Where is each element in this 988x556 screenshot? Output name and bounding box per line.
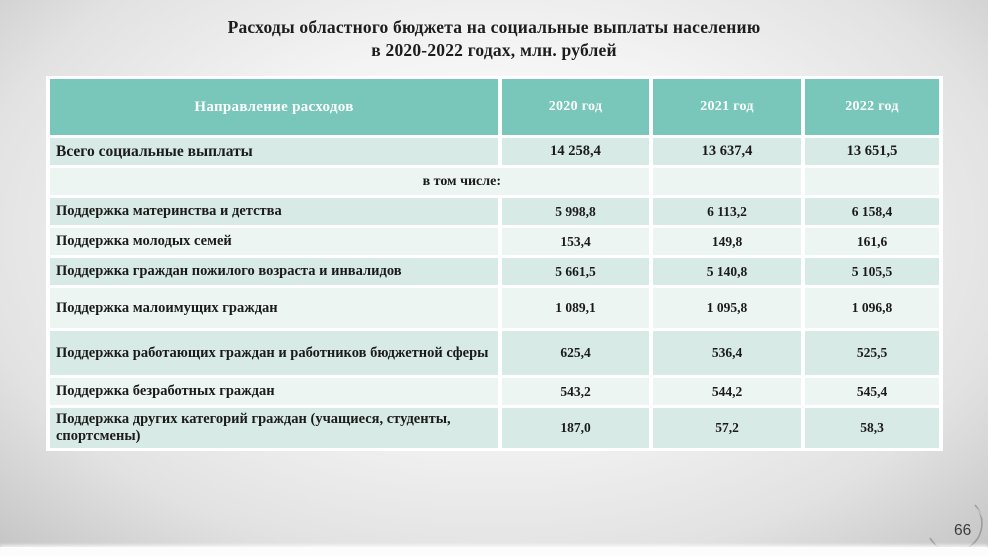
header-direction: Направление расходов	[50, 79, 498, 135]
slide-title-line2: в 2020-2022 годах, млн. рублей	[371, 40, 617, 60]
row-label: Поддержка материнства и детства	[50, 198, 498, 225]
row-value: 545,4	[805, 378, 939, 405]
row-value: 1 089,1	[502, 288, 649, 328]
row-value: 14 258,4	[502, 138, 649, 165]
row-value: 5 998,8	[502, 198, 649, 225]
header-year-2021: 2021 год	[653, 79, 801, 135]
row-label: Поддержка граждан пожилого возраста и ин…	[50, 258, 498, 285]
row-value: 6 158,4	[805, 198, 939, 225]
row-value: 149,8	[653, 228, 801, 255]
bottom-accent-bar	[0, 547, 988, 556]
table-row: Поддержка молодых семей 153,4 149,8 161,6	[50, 228, 939, 255]
table-header: Направление расходов 2020 год 2021 год 2…	[50, 79, 939, 135]
table-body: Всего социальные выплаты 14 258,4 13 637,4…	[50, 138, 939, 448]
row-value: 58,3	[805, 408, 939, 448]
row-value: 6 113,2	[653, 198, 801, 225]
row-value: 153,4	[502, 228, 649, 255]
header-year-2022: 2022 год	[805, 79, 939, 135]
row-label: в том числе:	[50, 168, 649, 195]
table-row: Поддержка малоимущих граждан 1 089,1 1 095…	[50, 288, 939, 328]
row-value: 5 105,5	[805, 258, 939, 285]
slide-title: Расходы областного бюджета на социальные…	[0, 16, 988, 62]
row-value: 13 637,4	[653, 138, 801, 165]
row-value: 536,4	[653, 331, 801, 375]
table-row: Поддержка других категорий граждан (учащ…	[50, 408, 939, 448]
row-label: Всего социальные выплаты	[50, 138, 498, 165]
row-value: 625,4	[502, 331, 649, 375]
table-row: Поддержка граждан пожилого возраста и ин…	[50, 258, 939, 285]
row-value: 5 140,8	[653, 258, 801, 285]
row-value: 1 096,8	[805, 288, 939, 328]
row-value: 525,5	[805, 331, 939, 375]
row-label: Поддержка других категорий граждан (учащ…	[50, 408, 498, 448]
expenses-table: Направление расходов 2020 год 2021 год 2…	[46, 76, 943, 451]
row-value	[653, 168, 801, 195]
row-value: 543,2	[502, 378, 649, 405]
row-value	[805, 168, 939, 195]
row-label: Поддержка работающих граждан и работнико…	[50, 331, 498, 375]
slide-title-line1: Расходы областного бюджета на социальные…	[227, 17, 761, 37]
row-label: Поддержка малоимущих граждан	[50, 288, 498, 328]
table-row: в том числе:	[50, 168, 939, 195]
header-row: Направление расходов 2020 год 2021 год 2…	[50, 79, 939, 135]
row-value: 5 661,5	[502, 258, 649, 285]
table-row: Всего социальные выплаты 14 258,4 13 637,4…	[50, 138, 939, 165]
row-value: 1 095,8	[653, 288, 801, 328]
row-value: 544,2	[653, 378, 801, 405]
row-value: 13 651,5	[805, 138, 939, 165]
table-row: Поддержка безработных граждан 543,2 544,2 5…	[50, 378, 939, 405]
expenses-table-container: Направление расходов 2020 год 2021 год 2…	[46, 76, 943, 451]
table-row: Поддержка материнства и детства 5 998,8 6 …	[50, 198, 939, 225]
row-value: 161,6	[805, 228, 939, 255]
row-value: 187,0	[502, 408, 649, 448]
table-row: Поддержка работающих граждан и работнико…	[50, 331, 939, 375]
page-number: 66	[954, 522, 972, 539]
row-label: Поддержка безработных граждан	[50, 378, 498, 405]
row-value: 57,2	[653, 408, 801, 448]
header-year-2020: 2020 год	[502, 79, 649, 135]
row-label: Поддержка молодых семей	[50, 228, 498, 255]
